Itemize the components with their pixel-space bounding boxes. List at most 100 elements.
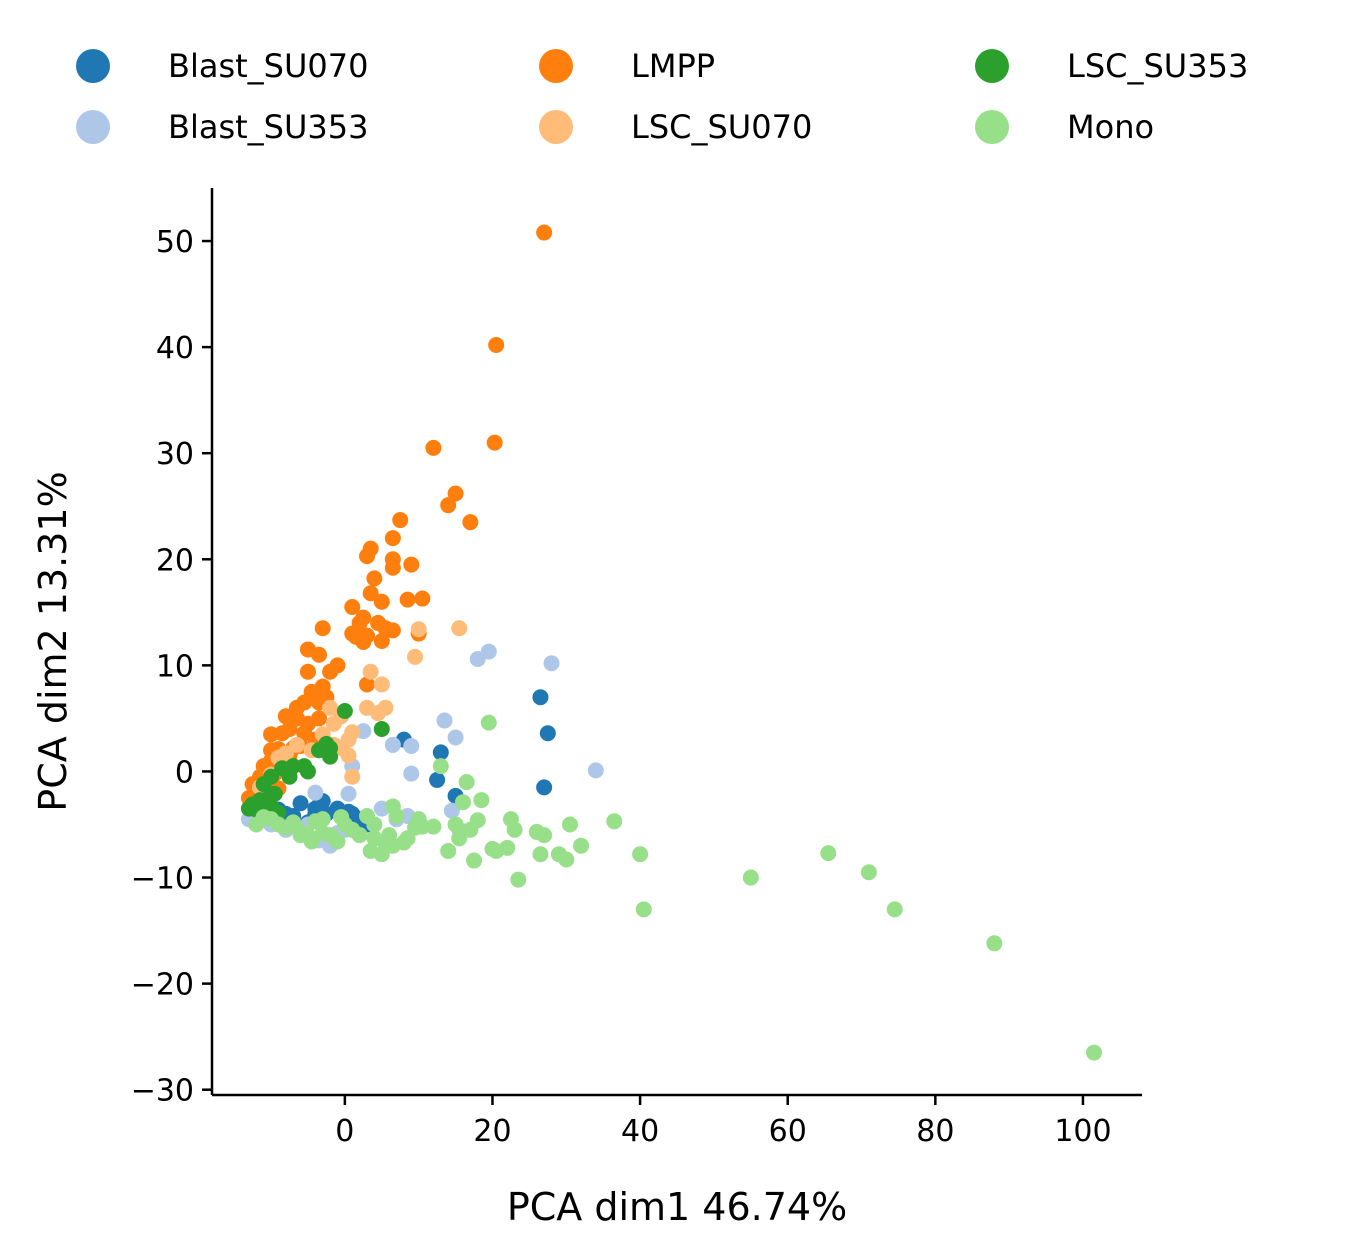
data-point xyxy=(410,811,427,828)
legend-label: LSC_SU353 xyxy=(1067,47,1248,85)
data-point xyxy=(322,699,339,716)
data-point xyxy=(502,811,519,828)
scatter-points xyxy=(240,224,1103,1061)
data-point xyxy=(473,792,490,809)
x-tick-label: 0 xyxy=(335,1114,354,1149)
data-point xyxy=(536,779,553,796)
data-point xyxy=(536,224,553,241)
legend-label: Blast_SU070 xyxy=(168,47,368,85)
data-point xyxy=(392,512,409,529)
data-point xyxy=(451,830,468,847)
legend-item: Mono xyxy=(975,108,1154,146)
data-point xyxy=(307,784,324,801)
data-point xyxy=(384,736,401,753)
data-point xyxy=(384,559,401,576)
data-point xyxy=(362,843,379,860)
data-point xyxy=(281,768,298,785)
data-point xyxy=(447,816,464,833)
data-point xyxy=(510,871,527,888)
legend-marker xyxy=(76,49,110,83)
x-tick-label: 60 xyxy=(769,1114,807,1149)
axes: 0 20 40 60 80 100 −30 −20 −10 0 10 20 30 40 50 xyxy=(131,188,1142,1149)
legend-marker xyxy=(76,110,110,144)
data-point xyxy=(248,816,265,833)
x-tick-label: 20 xyxy=(473,1114,511,1149)
data-point xyxy=(528,823,545,840)
data-point xyxy=(292,795,309,812)
data-point xyxy=(561,816,578,833)
data-point xyxy=(296,725,313,742)
data-point xyxy=(362,585,379,602)
data-point xyxy=(447,729,464,746)
data-point xyxy=(484,840,501,857)
data-point xyxy=(344,768,361,785)
data-point xyxy=(347,628,364,645)
data-point xyxy=(742,869,759,886)
data-point xyxy=(432,758,449,775)
data-point xyxy=(336,702,353,719)
legend-marker xyxy=(975,110,1009,144)
y-tick-label: 20 xyxy=(156,543,194,578)
data-point xyxy=(440,843,457,860)
data-point xyxy=(451,620,468,637)
data-point xyxy=(403,556,420,573)
data-point xyxy=(314,824,331,841)
series-mono xyxy=(248,714,1103,1061)
data-point xyxy=(314,620,331,637)
data-point xyxy=(359,676,375,693)
data-point xyxy=(406,648,423,665)
data-point xyxy=(263,726,280,743)
legend-label: LSC_SU070 xyxy=(631,108,812,146)
data-point xyxy=(399,591,416,608)
y-axis-ticks: −30 −20 −10 0 10 20 30 40 50 xyxy=(131,225,212,1109)
data-point xyxy=(373,676,390,693)
x-axis-title: PCA dim1 46.74% xyxy=(507,1185,847,1229)
data-point xyxy=(458,774,475,791)
data-point xyxy=(373,593,390,610)
data-point xyxy=(403,737,420,754)
data-point xyxy=(454,794,471,811)
data-point xyxy=(288,736,305,753)
x-tick-label: 40 xyxy=(621,1114,659,1149)
data-point xyxy=(384,837,401,854)
data-point xyxy=(366,570,383,587)
data-point xyxy=(606,813,623,830)
data-point xyxy=(486,434,503,451)
data-point xyxy=(340,747,357,764)
data-point xyxy=(469,651,486,668)
data-point xyxy=(886,901,903,918)
data-point xyxy=(860,864,877,881)
data-point xyxy=(532,846,549,863)
data-point xyxy=(333,809,350,826)
legend-item: LSC_SU070 xyxy=(539,108,812,146)
y-tick-label: 0 xyxy=(175,755,194,790)
data-point xyxy=(244,796,261,813)
data-point xyxy=(366,816,383,833)
data-point xyxy=(292,827,309,844)
data-point xyxy=(480,714,497,731)
data-point xyxy=(325,715,342,732)
data-point xyxy=(632,846,649,863)
y-tick-label: −10 xyxy=(131,862,194,897)
data-point xyxy=(429,771,446,788)
y-tick-label: −20 xyxy=(131,968,194,1003)
data-point xyxy=(403,765,420,782)
data-point xyxy=(414,590,431,607)
y-tick-label: 50 xyxy=(156,225,194,260)
x-axis-ticks: 0 20 40 60 80 100 xyxy=(335,1095,1112,1149)
data-point xyxy=(359,548,375,565)
data-point xyxy=(635,901,652,918)
legend-label: LMPP xyxy=(631,47,715,85)
data-point xyxy=(462,514,479,531)
data-point xyxy=(462,821,479,838)
data-point xyxy=(573,837,590,854)
data-point xyxy=(255,776,272,793)
data-point xyxy=(466,852,483,869)
data-point xyxy=(532,689,549,706)
y-tick-label: −30 xyxy=(131,1074,194,1109)
x-tick-label: 100 xyxy=(1054,1114,1111,1149)
data-point xyxy=(370,705,387,722)
data-point xyxy=(986,935,1003,952)
data-point xyxy=(311,646,328,663)
